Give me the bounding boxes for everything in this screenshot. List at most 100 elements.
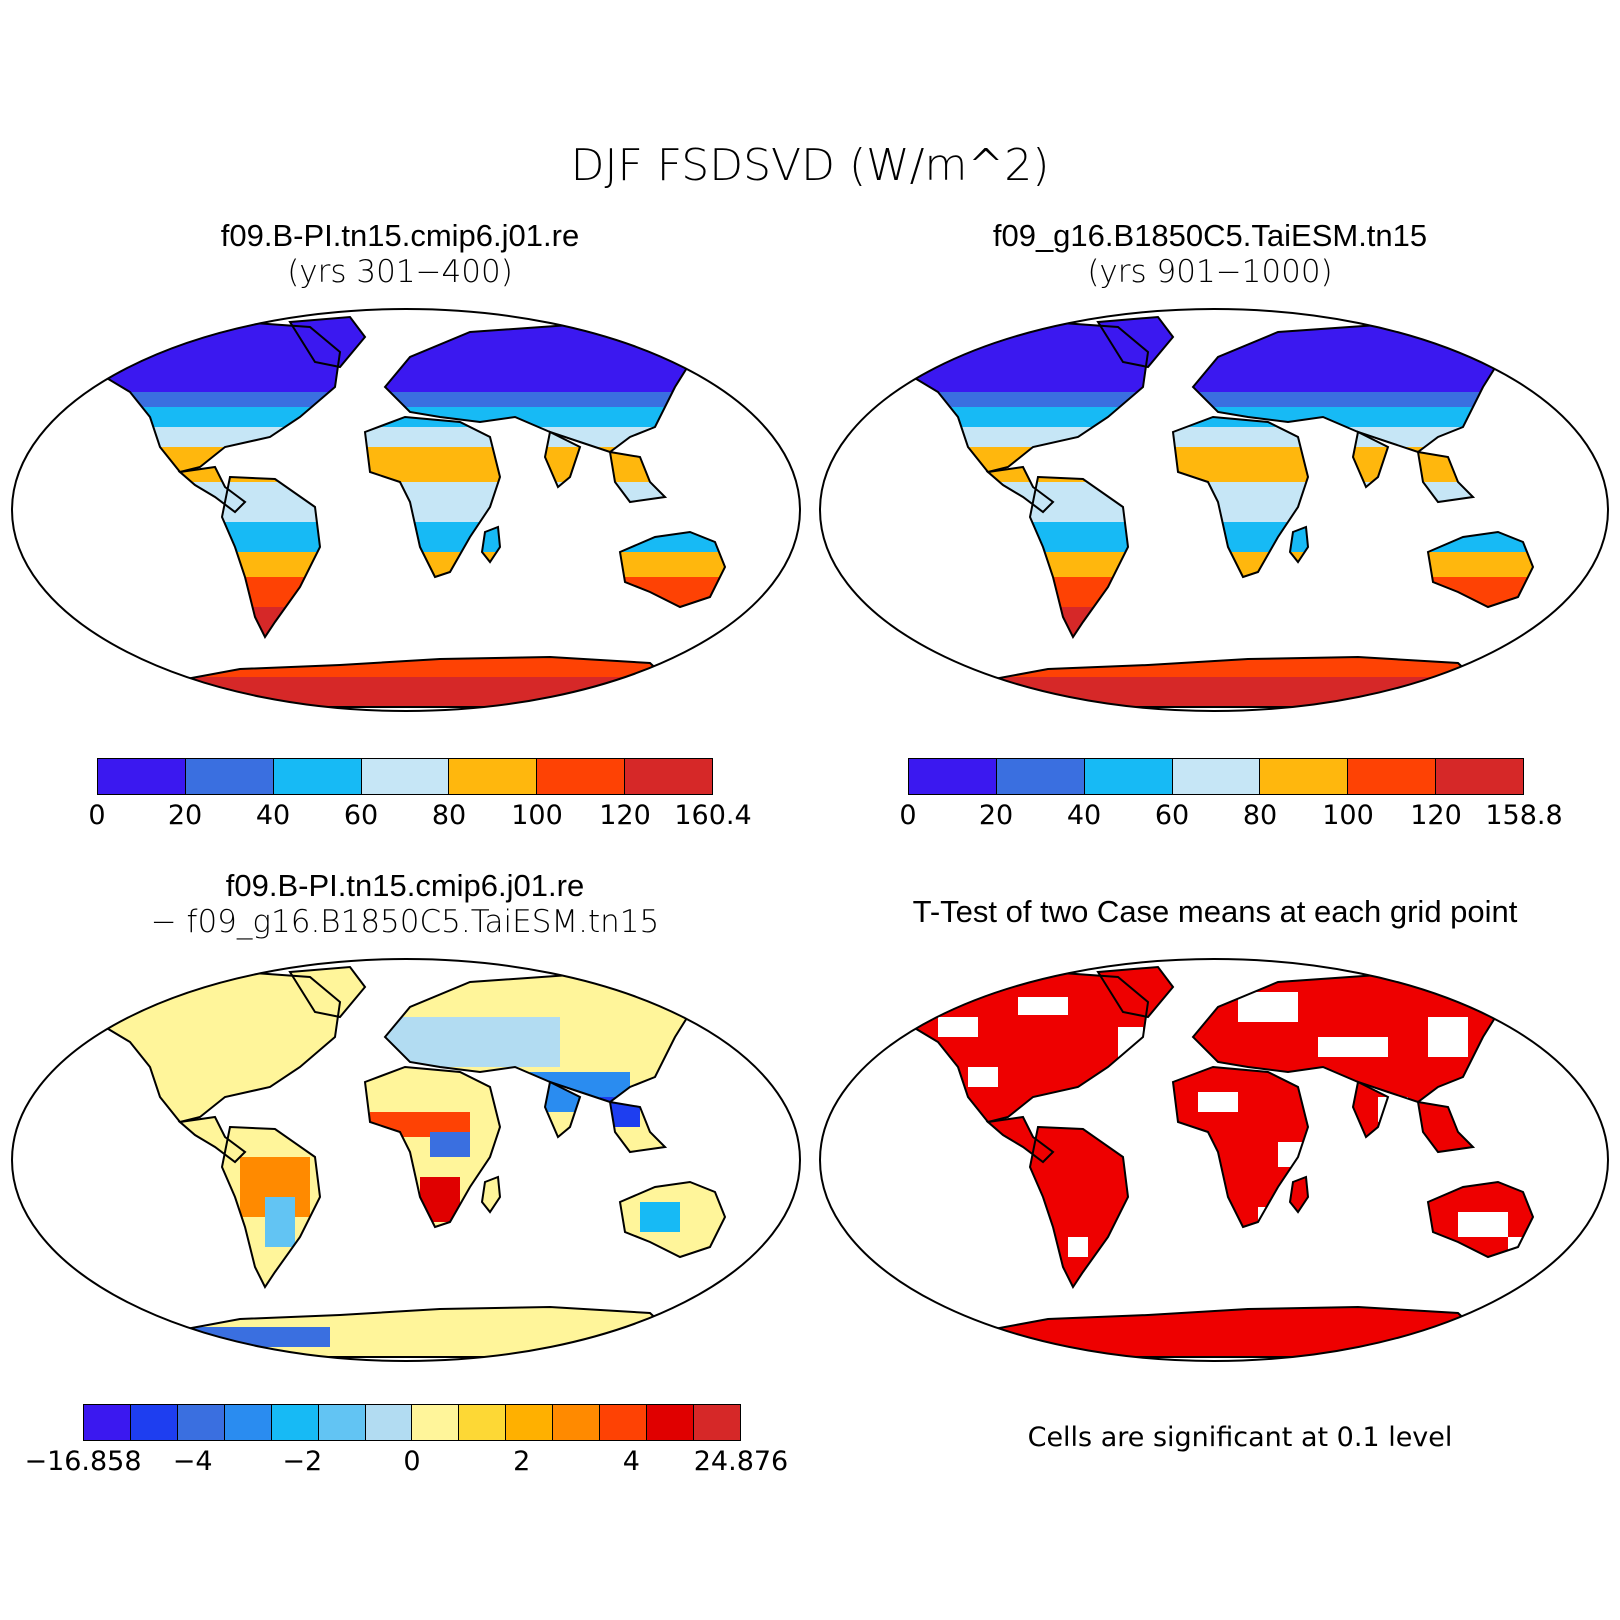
coastline-seasia <box>608 450 668 504</box>
coastline-samerica <box>220 1125 322 1289</box>
colorbar-swatch <box>98 759 186 794</box>
panel-2-title: f09_g16.B1850C5.TaiESM.tn15 <box>992 218 1428 253</box>
coastline-samerica <box>1028 475 1130 639</box>
coastline-madagascar <box>1288 1175 1310 1214</box>
colorbar-tick-label: 20 <box>978 800 1014 831</box>
coastline-eurasia <box>1191 323 1510 454</box>
coastline-africa <box>1171 1065 1310 1229</box>
field-band <box>1458 1212 1508 1237</box>
panel-2-title-block: f09_g16.B1850C5.TaiESM.tn15 (yrs 901−100… <box>900 218 1520 290</box>
panel-1-colorbar <box>97 758 713 795</box>
colorbar-swatch <box>1436 759 1524 794</box>
field-band <box>265 1197 295 1247</box>
coastline-camerica <box>985 1115 1055 1164</box>
colorbar-tick-label: 158.8 <box>1485 800 1563 831</box>
panel-3-subtitle: − f09_g16.B1850C5.TaiESM.tn15 <box>150 904 660 940</box>
coastline-namerica <box>912 320 1150 474</box>
colorbar-tick-label: 100 <box>511 800 563 831</box>
coastline-madagascar <box>480 1175 502 1214</box>
colorbar-swatch <box>177 1405 225 1440</box>
coastline-eurasia <box>1191 973 1510 1104</box>
panel-3-title: f09.B-PI.tn15.cmip6.j01.re <box>225 868 585 903</box>
coastline-madagascar <box>480 525 502 564</box>
coastline-samerica <box>220 475 322 639</box>
colorbar-tick-label: 2 <box>513 1446 531 1477</box>
field-band <box>938 1017 978 1037</box>
coastline-eurasia <box>383 323 702 454</box>
coastline-antarctica <box>167 1305 667 1358</box>
colorbar-swatch <box>84 1405 131 1440</box>
colorbar-swatch <box>459 1405 507 1440</box>
panel-3-colorbar-ticks: −16.858 −4 −2 0 2 4 24.876 <box>24 1446 788 1480</box>
panel-2-colorbar <box>908 758 1524 795</box>
map-frame <box>11 308 801 712</box>
coastline-seasia <box>1416 1100 1476 1154</box>
coastline-india <box>543 430 582 489</box>
colorbar-tick-label: 40 <box>1066 800 1102 831</box>
panel-1-title-block: f09.B-PI.tn15.cmip6.j01.re (yrs 301−400) <box>90 218 710 290</box>
colorbar-tick-label: 4 <box>622 1446 640 1477</box>
coastline-namerica <box>104 970 342 1124</box>
field-band <box>913 392 1533 407</box>
colorbar-swatch <box>1172 759 1261 794</box>
colorbar-tick-label: 20 <box>167 800 203 831</box>
field-band <box>430 1132 470 1157</box>
coastline-camerica <box>985 465 1055 514</box>
significance-note: Cells are significant at 0.1 level <box>1027 1422 1453 1453</box>
coastline-greenland <box>1096 965 1175 1019</box>
colorbar-tick-label: −2 <box>282 1446 323 1477</box>
coastline-africa <box>363 1065 502 1229</box>
coastline-greenland <box>1096 315 1175 369</box>
colorbar-swatch <box>693 1405 740 1440</box>
colorbar-swatch <box>600 1405 648 1440</box>
coastline-eurasia <box>383 973 702 1104</box>
colorbar-swatch <box>506 1405 554 1440</box>
colorbar-tick-label: −4 <box>172 1446 213 1477</box>
colorbar-swatch <box>1084 759 1173 794</box>
colorbar-swatch <box>130 1405 178 1440</box>
coastline-camerica <box>177 465 247 514</box>
colorbar-swatch <box>1348 759 1437 794</box>
colorbar-swatch <box>273 759 362 794</box>
panel-1-colorbar-ticks: 0 20 40 60 80 100 120 160.4 <box>88 800 751 834</box>
coastline-seasia <box>1416 450 1476 504</box>
coastline-antarctica <box>975 655 1475 708</box>
colorbar-swatch <box>271 1405 319 1440</box>
panel-2-colorbar-ticks: 0 20 40 60 80 100 120 158.8 <box>899 800 1562 834</box>
colorbar-swatch <box>996 759 1085 794</box>
colorbar-swatch <box>647 1405 694 1440</box>
field-band <box>1018 997 1068 1015</box>
colorbar-swatch <box>365 1405 413 1440</box>
panel-1-subtitle: (yrs 301−400) <box>287 254 513 290</box>
field-band <box>1068 1237 1088 1257</box>
colorbar-swatch <box>1260 759 1349 794</box>
coastline-antarctica <box>975 1305 1475 1358</box>
coastline-india <box>1351 430 1390 489</box>
colorbar-tick-label: 160.4 <box>674 800 752 831</box>
colorbar-swatch <box>625 759 713 794</box>
map-frame <box>11 958 801 1362</box>
colorbar-tick-label: 40 <box>255 800 291 831</box>
panel-4-map <box>819 958 1609 1362</box>
panel-1-map <box>11 308 801 712</box>
colorbar-tick-label: 0 <box>88 800 106 831</box>
coastline-india <box>1351 1080 1390 1139</box>
field-band <box>1318 1037 1388 1057</box>
field-band <box>640 1202 680 1232</box>
field-band <box>180 1327 330 1347</box>
colorbar-tick-label: −16.858 <box>24 1446 142 1477</box>
colorbar-tick-label: 60 <box>1154 800 1190 831</box>
colorbar-swatch <box>537 759 626 794</box>
field-band <box>1238 992 1298 1022</box>
field-band <box>380 1017 560 1067</box>
field-band <box>630 1337 670 1357</box>
coastline-india <box>543 1080 582 1139</box>
coastline-seasia <box>608 1100 668 1154</box>
colorbar-swatch <box>361 759 450 794</box>
colorbar-tick-label: 120 <box>599 800 651 831</box>
colorbar-tick-label: 80 <box>1242 800 1278 831</box>
coastline-samerica <box>1028 1125 1130 1289</box>
colorbar-tick-label: 80 <box>431 800 467 831</box>
field-band <box>968 1067 998 1087</box>
colorbar-swatch <box>185 759 274 794</box>
